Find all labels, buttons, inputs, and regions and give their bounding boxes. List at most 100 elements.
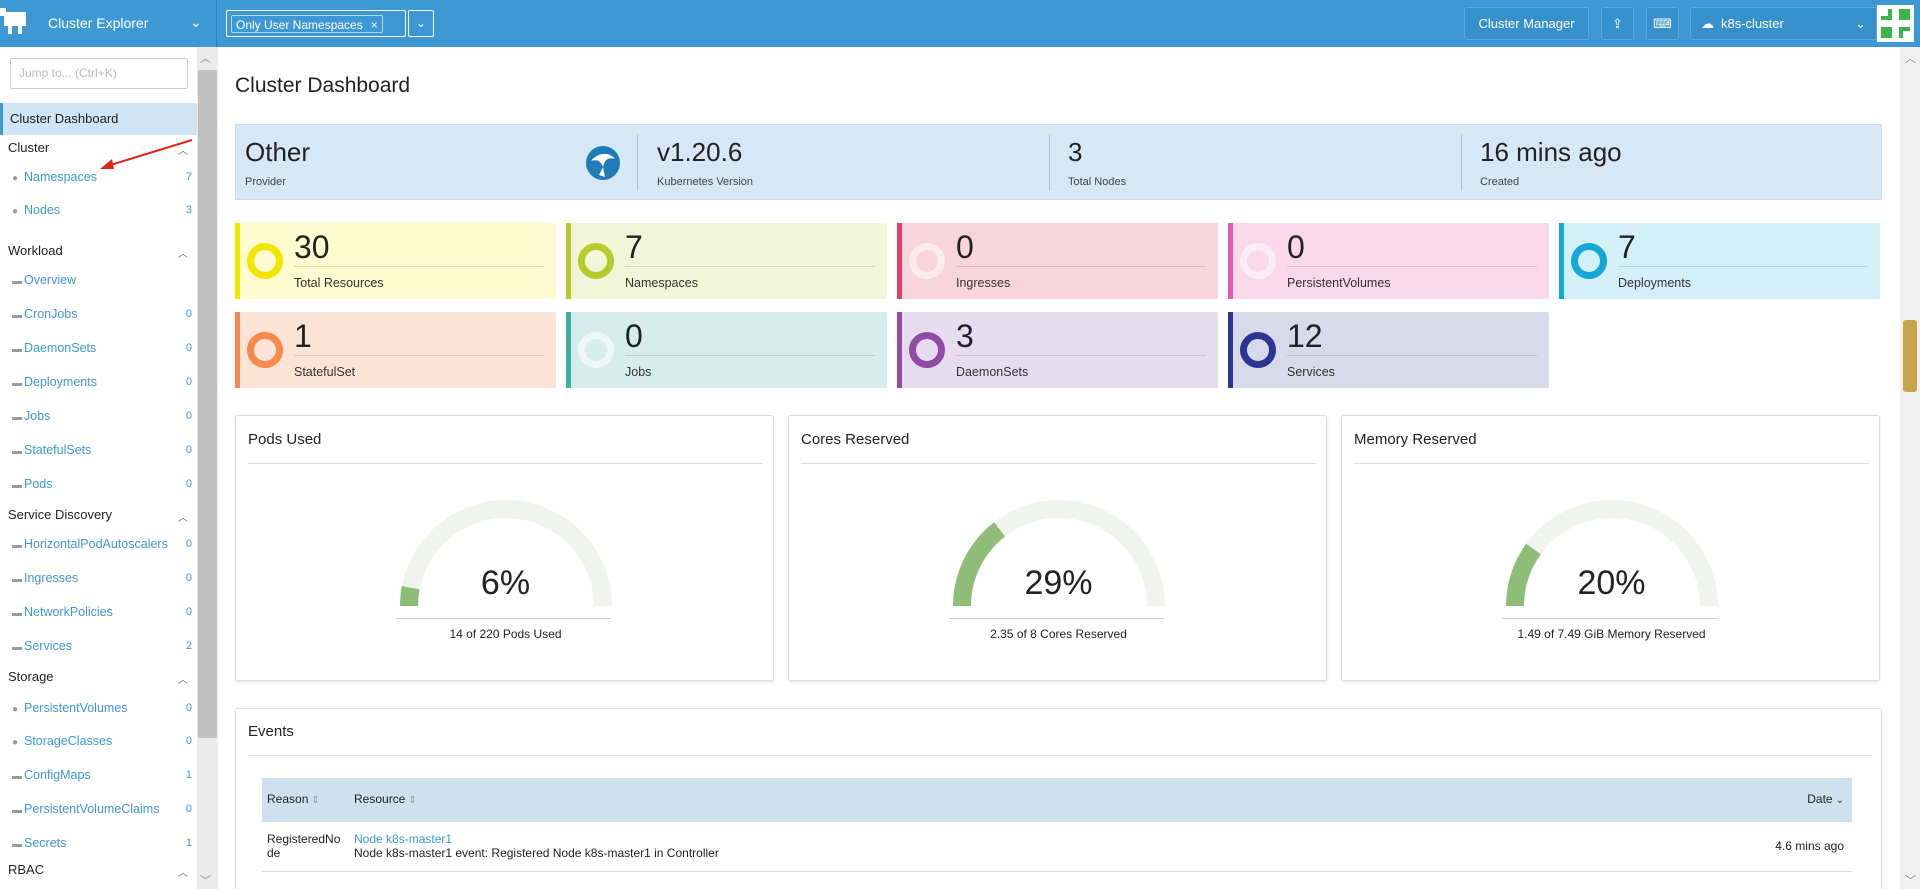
sidebar-item-count: 0 bbox=[185, 410, 192, 422]
card-accent-bar bbox=[1559, 223, 1564, 299]
resource-card-ingresses[interactable]: 0 Ingresses bbox=[897, 223, 1218, 299]
divider bbox=[1618, 266, 1868, 267]
chevron-up-icon[interactable]: ︿ bbox=[178, 868, 188, 879]
namespace-filter[interactable]: Only User Namespaces × bbox=[226, 10, 406, 37]
main-scrollbar-thumb[interactable] bbox=[1903, 320, 1917, 392]
sidebar-item-count: 3 bbox=[185, 204, 192, 216]
sidebar-group-workload[interactable]: Workload bbox=[8, 243, 63, 258]
sidebar-item-namespaces[interactable]: ● Namespaces 7 bbox=[12, 167, 192, 187]
sidebar-item-label: Ingresses bbox=[24, 571, 79, 585]
folder-icon: ▬ bbox=[12, 378, 22, 389]
sidebar-item-cronjobs[interactable]: ▬ CronJobs 0 bbox=[12, 304, 192, 324]
divider bbox=[248, 755, 1871, 756]
namespace-dropdown-chevron-icon[interactable]: ⌄ bbox=[408, 10, 434, 37]
event-reason: RegisteredNode bbox=[267, 832, 341, 860]
sidebar-scrollbar-thumb[interactable] bbox=[198, 70, 217, 738]
app-title[interactable]: Cluster Explorer bbox=[48, 15, 149, 31]
sidebar-item-persistentvolumes[interactable]: ● PersistentVolumes 0 bbox=[12, 698, 192, 718]
column-header-date[interactable]: Date ⌄ bbox=[1807, 792, 1844, 806]
resource-card-persistentvolumes[interactable]: 0 PersistentVolumes bbox=[1228, 223, 1549, 299]
column-header-resource[interactable]: Resource ⇕ bbox=[354, 792, 417, 806]
resource-card-jobs[interactable]: 0 Jobs bbox=[566, 312, 887, 388]
sidebar-item-configmaps[interactable]: ▬ ConfigMaps 1 bbox=[12, 765, 192, 785]
divider bbox=[1354, 463, 1869, 464]
kubernetes-version-label: Kubernetes Version bbox=[657, 176, 754, 188]
card-count: 30 bbox=[294, 229, 330, 265]
sidebar-group-cluster[interactable]: Cluster bbox=[8, 140, 50, 155]
sidebar-group-rbac[interactable]: RBAC bbox=[8, 862, 45, 877]
terminal-icon[interactable]: ⌨ bbox=[1646, 7, 1679, 40]
cluster-manager-button[interactable]: Cluster Manager bbox=[1464, 7, 1589, 40]
sidebar-item-storageclasses[interactable]: ● StorageClasses 0 bbox=[12, 731, 192, 751]
sidebar-item-secrets[interactable]: ▬ Secrets 1 bbox=[12, 833, 192, 853]
cluster-info-banner: Other Provider v1.20.6 Kubernetes Versio… bbox=[235, 124, 1882, 200]
chevron-up-icon[interactable]: ︿ bbox=[178, 675, 188, 686]
sidebar-item-daemonsets[interactable]: ▬ DaemonSets 0 bbox=[12, 338, 192, 358]
scroll-down-icon[interactable]: ﹀ bbox=[1905, 875, 1916, 887]
sidebar-item-label: Nodes bbox=[24, 203, 61, 217]
sidebar-item-label: PersistentVolumeClaims bbox=[24, 802, 160, 816]
resource-card-deployments[interactable]: 7 Deployments bbox=[1559, 223, 1880, 299]
folder-icon: ▬ bbox=[12, 276, 22, 287]
card-accent-bar bbox=[566, 223, 571, 299]
chevron-up-icon[interactable]: ︿ bbox=[178, 249, 188, 260]
gauge-card-pods-used: Pods Used 6% 14 of 220 Pods Used bbox=[235, 415, 774, 681]
gauge-baseline bbox=[1502, 618, 1717, 619]
upload-icon[interactable]: ⇪ bbox=[1601, 7, 1634, 40]
folder-icon: ▬ bbox=[12, 344, 22, 355]
card-count: 0 bbox=[625, 318, 643, 354]
sidebar-item-count: 0 bbox=[185, 735, 192, 747]
column-header-reason[interactable]: Reason ⇕ bbox=[267, 792, 320, 806]
sidebar-item-statefulsets[interactable]: ▬ StatefulSets 0 bbox=[12, 440, 192, 460]
resource-card-namespaces[interactable]: 7 Namespaces bbox=[566, 223, 887, 299]
card-accent-bar bbox=[897, 312, 902, 388]
jump-to-input[interactable]: Jump to... (Ctrl+K) bbox=[10, 58, 188, 89]
sidebar-item-networkpolicies[interactable]: ▬ NetworkPolicies 0 bbox=[12, 602, 192, 622]
card-label: Namespaces bbox=[625, 276, 698, 290]
resource-card-statefulset[interactable]: 1 StatefulSet bbox=[235, 312, 556, 388]
card-accent-bar bbox=[1228, 312, 1233, 388]
folder-icon: ▬ bbox=[12, 412, 22, 423]
scroll-up-icon[interactable]: ︿ bbox=[200, 53, 211, 65]
divider bbox=[294, 355, 544, 356]
scroll-up-icon[interactable]: ︿ bbox=[1905, 53, 1916, 65]
main-scrollbar[interactable] bbox=[1900, 47, 1920, 889]
folder-icon: ▬ bbox=[12, 310, 22, 321]
sidebar-item-cluster-dashboard[interactable]: Cluster Dashboard bbox=[0, 103, 197, 135]
ring-icon bbox=[1240, 332, 1276, 368]
sidebar-item-jobs[interactable]: ▬ Jobs 0 bbox=[12, 406, 192, 426]
gauge-title: Memory Reserved bbox=[1354, 431, 1477, 448]
sidebar-group-service-discovery[interactable]: Service Discovery bbox=[8, 507, 113, 522]
sidebar: Jump to... (Ctrl+K) Cluster Dashboard Cl… bbox=[0, 47, 218, 889]
sidebar-item-services[interactable]: ▬ Services 2 bbox=[12, 636, 192, 656]
sort-icon: ⇕ bbox=[311, 795, 320, 806]
sidebar-item-label: ConfigMaps bbox=[24, 768, 91, 782]
sidebar-item-deployments[interactable]: ▬ Deployments 0 bbox=[12, 372, 192, 392]
page-title: Cluster Dashboard bbox=[235, 74, 411, 97]
event-resource-link[interactable]: Node k8s-master1 bbox=[354, 832, 453, 846]
chevron-up-icon[interactable]: ︿ bbox=[178, 513, 188, 524]
sidebar-item-nodes[interactable]: ● Nodes 3 bbox=[12, 200, 192, 220]
sidebar-item-count: 0 bbox=[185, 606, 192, 618]
cluster-selector[interactable]: ☁ k8s-cluster ⌄ bbox=[1690, 7, 1877, 40]
chevron-up-icon[interactable]: ︿ bbox=[178, 146, 188, 157]
sidebar-item-ingresses[interactable]: ▬ Ingresses 0 bbox=[12, 568, 192, 588]
resource-card-services[interactable]: 12 Services bbox=[1228, 312, 1549, 388]
close-icon[interactable]: × bbox=[370, 18, 378, 32]
namespace-filter-tag[interactable]: Only User Namespaces × bbox=[231, 15, 383, 33]
sidebar-item-overview[interactable]: ▬ Overview bbox=[12, 270, 192, 290]
card-label: Jobs bbox=[625, 365, 652, 379]
sidebar-item-pods[interactable]: ▬ Pods 0 bbox=[12, 474, 192, 494]
card-label: Ingresses bbox=[956, 276, 1011, 290]
banner-version: v1.20.6 Kubernetes Version bbox=[657, 125, 1037, 201]
sidebar-group-storage[interactable]: Storage bbox=[8, 669, 54, 684]
chevron-down-icon[interactable]: ⌄ bbox=[190, 14, 202, 30]
avatar[interactable] bbox=[1877, 5, 1914, 42]
circle-icon: ● bbox=[12, 704, 19, 715]
sidebar-item-persistentvolumeclaims[interactable]: ▬ PersistentVolumeClaims 0 bbox=[12, 799, 192, 819]
resource-card-daemonsets[interactable]: 3 DaemonSets bbox=[897, 312, 1218, 388]
resource-card-total resources[interactable]: 30 Total Resources bbox=[235, 223, 556, 299]
sidebar-item-horizontalpodautoscalers[interactable]: ▬ HorizontalPodAutoscalers 0 bbox=[12, 534, 192, 554]
rancher-logo-icon[interactable] bbox=[0, 0, 38, 47]
scroll-down-icon[interactable]: ﹀ bbox=[200, 875, 211, 887]
